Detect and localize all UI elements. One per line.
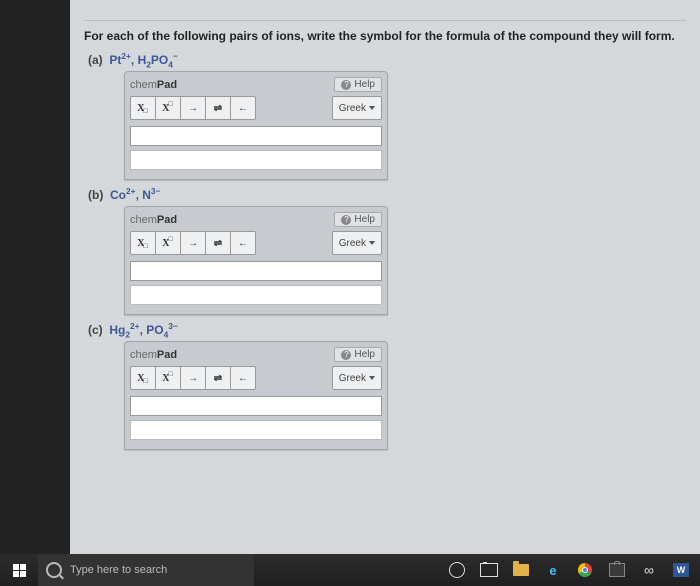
subscript-button[interactable]: X□ [130,366,156,390]
part-letter: (c) [88,323,103,337]
greek-dropdown-button[interactable]: Greek [332,231,382,255]
part-letter: (a) [88,53,103,67]
ion-pair: Hg22+, PO43− [109,323,177,337]
part-label: (a) Pt2+, H2PO4− [88,53,686,67]
chempad-format-buttons: X□ X□ → ⇌ ← [130,366,256,390]
chempad-answer-input[interactable] [130,261,382,281]
chempad-help-button[interactable]: ?Help [334,77,382,92]
chevron-down-icon [369,376,375,380]
superscript-button[interactable]: X□ [155,96,181,120]
ion-pair: Pt2+, H2PO4− [109,53,178,67]
chempad-help-button[interactable]: ?Help [334,212,382,227]
windows-taskbar: Type here to search e ∞ W [0,554,700,586]
part-label: (b) Co2+, N3− [88,188,686,202]
chempad-preview-input [130,285,382,305]
left-dark-margin [0,0,70,554]
chempad-preview-input [130,150,382,170]
subscript-button[interactable]: X□ [130,231,156,255]
question-part: (c) Hg22+, PO43− chemPad ?Help X□ X□ → ⇌… [84,323,686,450]
task-view-icon[interactable] [480,561,498,579]
chempad-help-button[interactable]: ?Help [334,347,382,362]
word-app-icon[interactable]: W [672,561,690,579]
chempad-widget: chemPad ?Help X□ X□ → ⇌ ← Greek [124,71,388,180]
help-icon: ? [341,80,351,90]
equilibrium-arrow-button[interactable]: ⇌ [205,96,231,120]
page-content: For each of the following pairs of ions,… [70,0,700,554]
help-icon: ? [341,215,351,225]
ion-pair: Co2+, N3− [110,188,160,202]
back-arrow-button[interactable]: ← [230,366,256,390]
question-part: (b) Co2+, N3− chemPad ?Help X□ X□ → ⇌ ← … [84,188,686,315]
chempad-preview-input [130,420,382,440]
chempad-format-buttons: X□ X□ → ⇌ ← [130,231,256,255]
chevron-down-icon [369,241,375,245]
forward-arrow-button[interactable]: → [180,96,206,120]
edge-browser-icon[interactable]: e [544,561,562,579]
search-placeholder-text: Type here to search [70,564,167,576]
chempad-answer-input[interactable] [130,126,382,146]
windows-logo-icon [13,564,26,577]
back-arrow-button[interactable]: ← [230,231,256,255]
taskbar-pinned-apps: e ∞ W [448,561,700,579]
start-button[interactable] [0,554,38,586]
greek-dropdown-button[interactable]: Greek [332,96,382,120]
search-icon [46,562,62,578]
cortana-icon[interactable] [448,561,466,579]
taskbar-search-box[interactable]: Type here to search [38,554,254,586]
help-icon: ? [341,350,351,360]
forward-arrow-button[interactable]: → [180,366,206,390]
chempad-answer-input[interactable] [130,396,382,416]
chempad-format-buttons: X□ X□ → ⇌ ← [130,96,256,120]
forward-arrow-button[interactable]: → [180,231,206,255]
superscript-button[interactable]: X□ [155,231,181,255]
header-divider [84,12,686,21]
superscript-button[interactable]: X□ [155,366,181,390]
chrome-browser-icon[interactable] [576,561,594,579]
greek-dropdown-button[interactable]: Greek [332,366,382,390]
infinity-app-icon[interactable]: ∞ [640,561,658,579]
file-explorer-icon[interactable] [512,561,530,579]
back-arrow-button[interactable]: ← [230,96,256,120]
microsoft-store-icon[interactable] [608,561,626,579]
equilibrium-arrow-button[interactable]: ⇌ [205,366,231,390]
chempad-widget: chemPad ?Help X□ X□ → ⇌ ← Greek [124,341,388,450]
equilibrium-arrow-button[interactable]: ⇌ [205,231,231,255]
question-text: For each of the following pairs of ions,… [84,29,686,43]
chevron-down-icon [369,106,375,110]
part-label: (c) Hg22+, PO43− [88,323,686,337]
chempad-title: chemPad [130,214,177,226]
question-part: (a) Pt2+, H2PO4− chemPad ?Help X□ X□ → ⇌… [84,53,686,180]
chempad-title: chemPad [130,349,177,361]
chempad-title: chemPad [130,79,177,91]
chempad-widget: chemPad ?Help X□ X□ → ⇌ ← Greek [124,206,388,315]
subscript-button[interactable]: X□ [130,96,156,120]
part-letter: (b) [88,188,103,202]
